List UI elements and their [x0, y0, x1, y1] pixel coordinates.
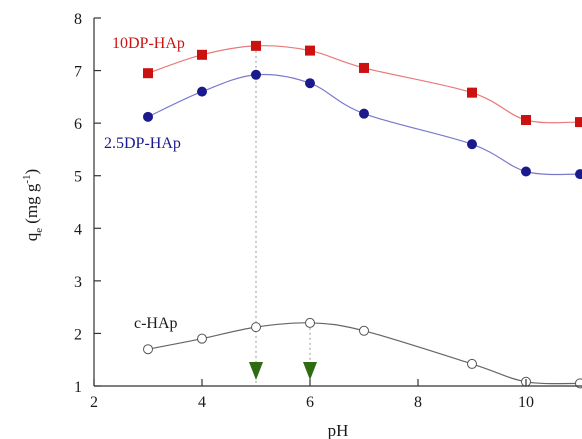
data-point-s0-4 — [359, 62, 369, 73]
y-tick-label-4: 5 — [74, 169, 82, 186]
data-point-s1-7 — [575, 169, 582, 180]
data-point-s0-1 — [197, 49, 207, 60]
x-axis-ticks: 2 4 6 8 10 — [90, 379, 534, 411]
data-point-s1-2 — [251, 69, 261, 80]
ph-indicator-arrows — [249, 362, 317, 380]
y-axis-label-close: ) — [22, 169, 41, 175]
series-label-10dp-hap: 10DP-HAp — [112, 35, 185, 52]
data-point-s2-0 — [143, 344, 153, 355]
ph-arrow-marker-1 — [303, 362, 317, 380]
y-tick-label-2: 3 — [74, 274, 82, 291]
data-point-s1-5 — [467, 139, 477, 150]
data-point-s0-7 — [575, 117, 582, 128]
plot-area — [143, 40, 582, 389]
y-tick-label-3: 4 — [74, 221, 82, 238]
y-tick-label-1: 2 — [74, 326, 82, 343]
x-axis-label: pH — [328, 421, 349, 439]
y-axis-label-superscript: -1 — [21, 174, 33, 183]
data-point-s0-2 — [251, 40, 261, 51]
y-tick-label-0: 1 — [74, 379, 82, 396]
data-point-s1-1 — [197, 86, 207, 97]
ph-arrow-marker-0 — [249, 362, 263, 380]
series-curve-2 — [147, 322, 581, 385]
y-tick-label-6: 7 — [74, 64, 82, 81]
data-point-s1-0 — [143, 111, 153, 122]
series-curve-1 — [147, 73, 581, 176]
x-tick-label-4: 10 — [518, 394, 534, 411]
data-point-s2-4 — [359, 325, 369, 336]
data-point-s0-5 — [467, 87, 477, 98]
data-point-s2-1 — [197, 333, 207, 344]
y-axis-label: qe (mg g-1) — [21, 169, 45, 241]
data-point-s2-3 — [305, 317, 315, 328]
data-point-s1-6 — [521, 166, 531, 177]
y-axis-ticks: 1 2 3 4 5 6 7 8 — [74, 11, 101, 396]
data-point-s1-4 — [359, 108, 369, 119]
y-axis-label-main: q — [22, 232, 41, 241]
guide-lines — [255, 45, 311, 386]
series-curve-0 — [147, 45, 581, 124]
series-label-2-5dp-hap: 2.5DP-HAp — [104, 135, 181, 152]
y-tick-label-7: 8 — [74, 11, 82, 28]
x-tick-label-1: 4 — [198, 394, 206, 411]
x-tick-label-3: 8 — [414, 394, 422, 411]
series-label-c-hap: c-HAp — [134, 315, 178, 332]
data-point-s0-3 — [305, 45, 315, 56]
x-tick-label-0: 2 — [90, 394, 98, 411]
series-curves — [147, 45, 581, 385]
data-point-s0-6 — [521, 114, 531, 125]
data-point-s1-3 — [305, 78, 315, 89]
series-markers — [143, 40, 582, 389]
x-tick-label-2: 6 — [306, 394, 314, 411]
y-tick-label-5: 6 — [74, 116, 82, 133]
y-axis-label-subscript: e — [33, 228, 45, 233]
data-point-s2-5 — [467, 358, 477, 369]
data-point-s2-2 — [251, 322, 261, 333]
data-point-s0-0 — [143, 68, 153, 79]
y-axis-label-unit: (mg g — [22, 183, 41, 224]
